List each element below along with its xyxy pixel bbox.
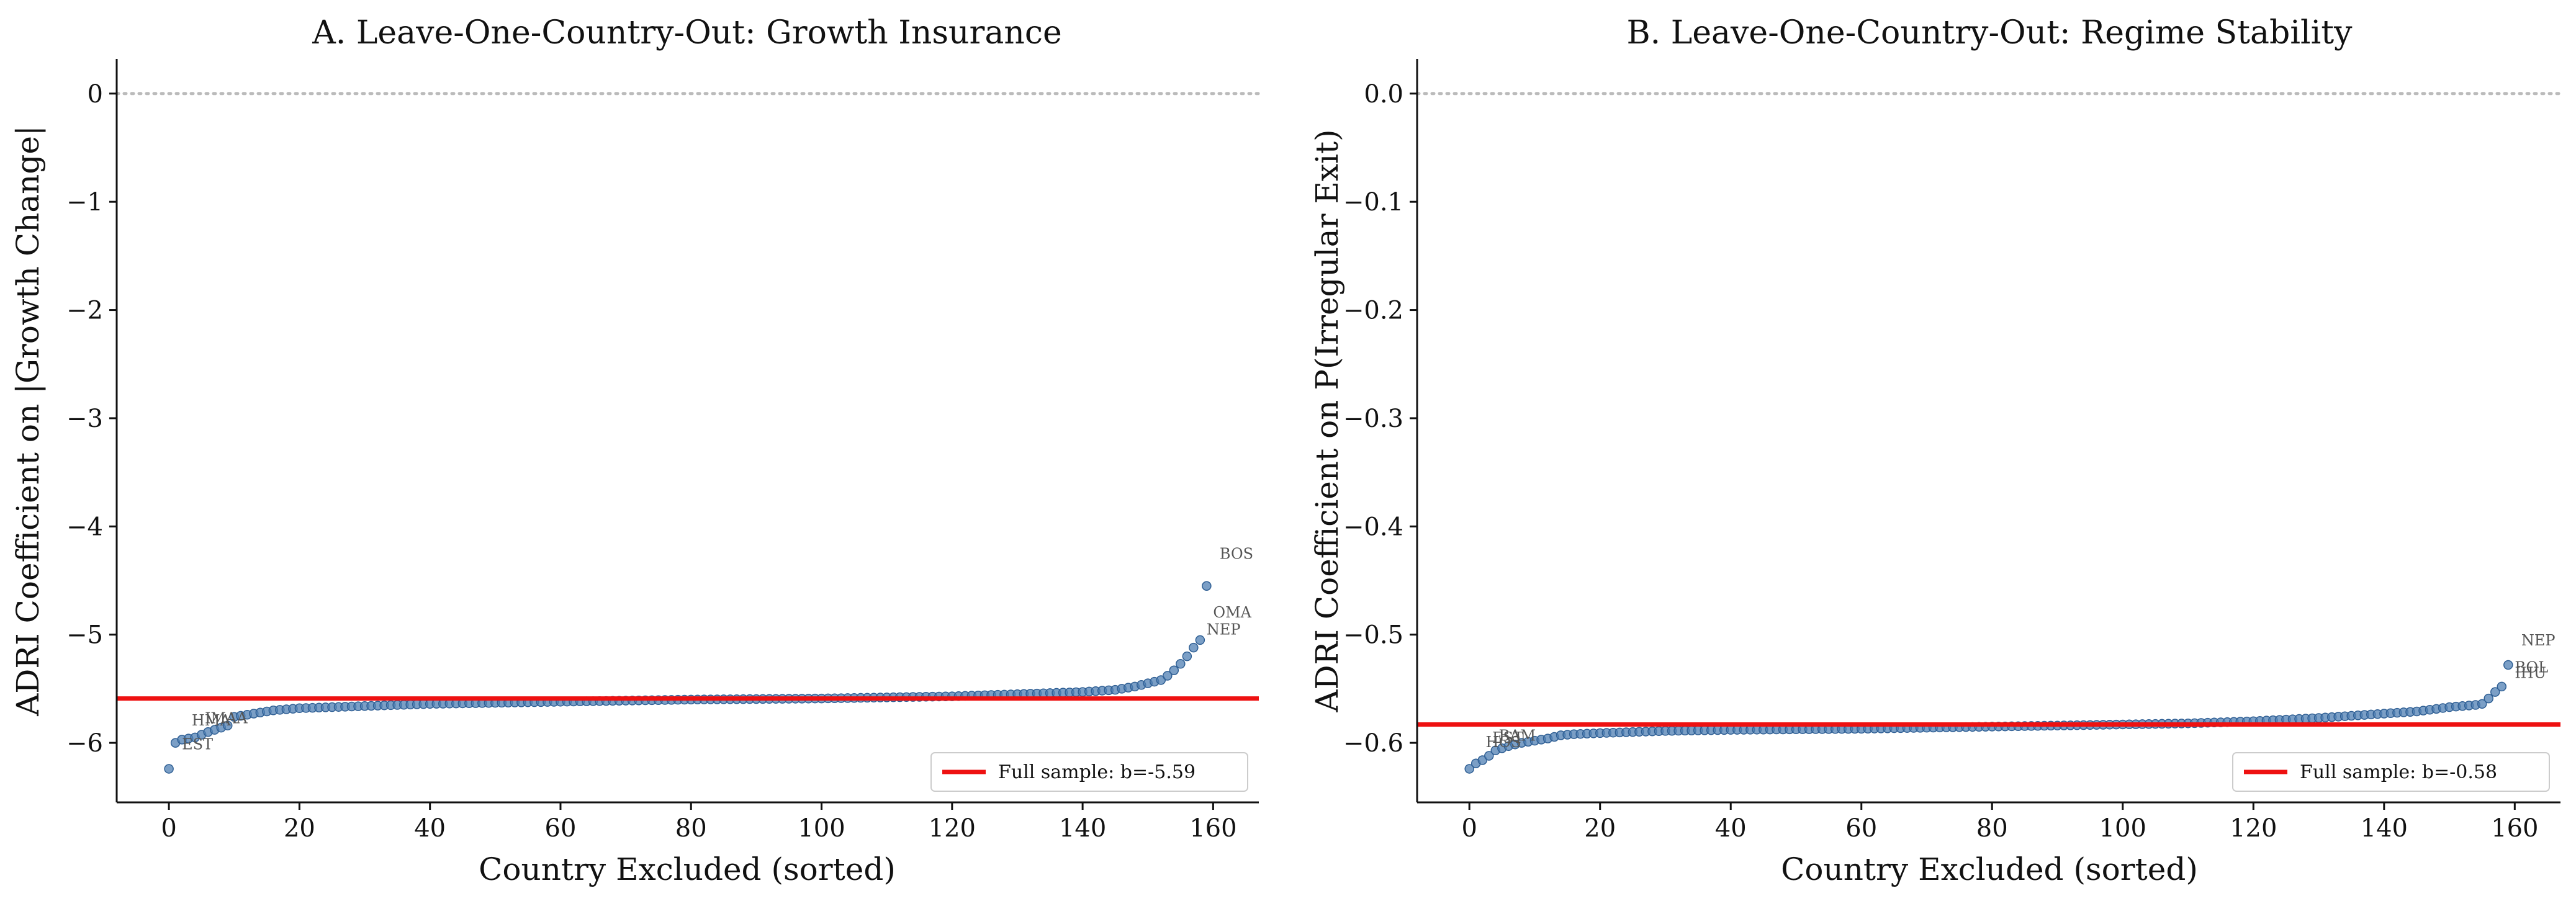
panel-a-y-tick-label: −5 bbox=[66, 621, 103, 650]
panel-a-x-tick-label: 80 bbox=[675, 814, 707, 843]
panel-b-x-tick-label: 20 bbox=[1584, 814, 1616, 843]
panel-b-legend-box bbox=[2232, 752, 2550, 792]
panel-a-legend-box bbox=[930, 752, 1248, 792]
panel-a-y-tick-label: −4 bbox=[66, 513, 103, 541]
panel-a-point bbox=[1169, 665, 1179, 676]
panel-b-annotation: BAM bbox=[1499, 727, 1536, 745]
panel-a-x-tick-label: 40 bbox=[414, 814, 446, 843]
panel-b-point bbox=[2497, 681, 2507, 692]
panel-a-ylabel: ADRI Coefficient on |Growth Change| bbox=[10, 125, 46, 717]
panel-a: A. Leave-One-Country-Out: Growth Insuran… bbox=[10, 14, 1261, 887]
panel-b-x-tick-label: 100 bbox=[2099, 814, 2146, 843]
panel-a-legend: Full sample: b=-5.59 bbox=[930, 752, 1248, 792]
panel-b-annotation: NEP bbox=[2521, 632, 2556, 649]
panel-a-point bbox=[1202, 581, 1212, 591]
panel-b-x-tick-label: 40 bbox=[1715, 814, 1747, 843]
panel-b-xlabel: Country Excluded (sorted) bbox=[1781, 851, 2198, 887]
panel-b-y-tick-label: 0.0 bbox=[1364, 80, 1403, 109]
panel-a-x-tick-label: 140 bbox=[1059, 814, 1106, 843]
panel-a-xlabel: Country Excluded (sorted) bbox=[479, 851, 896, 887]
panel-a-point bbox=[1176, 659, 1186, 669]
panel-a-annotation: NEP bbox=[1207, 621, 1241, 639]
panel-b-annotation: IHU bbox=[2515, 664, 2546, 681]
panel-a-point bbox=[1156, 675, 1166, 685]
panel-b-x-tick-label: 160 bbox=[2491, 814, 2538, 843]
panel-a-point bbox=[1195, 635, 1205, 645]
panel-a-legend-label: Full sample: b=-5.59 bbox=[998, 761, 1196, 783]
panel-a-x-tick-label: 20 bbox=[284, 814, 315, 843]
panel-b-annotation: BOL bbox=[2515, 659, 2548, 676]
panel-a-point bbox=[1163, 671, 1173, 681]
panel-a-y-tick-label: 0 bbox=[88, 80, 103, 109]
panel-b-point bbox=[2503, 660, 2513, 670]
panel-a-points bbox=[164, 581, 1212, 774]
panel-b-point bbox=[2484, 693, 2493, 704]
panel-b-x-tick-label: 60 bbox=[1845, 814, 1877, 843]
panel-b-x-tick-label: 0 bbox=[1461, 814, 1477, 843]
panel-b-y-tick-label: −0.6 bbox=[1343, 729, 1403, 758]
panel-b-annotation: EST bbox=[1492, 729, 1523, 747]
panel-b-point bbox=[1477, 755, 1488, 765]
panel-b-x-tick-label: 80 bbox=[1976, 814, 2008, 843]
panel-a-point bbox=[1189, 642, 1199, 653]
panel-a-y-tick-label: −2 bbox=[66, 297, 103, 325]
panel-b-point bbox=[1484, 751, 1494, 761]
panel-b-y-tick-label: −0.5 bbox=[1343, 621, 1403, 650]
panel-b-y-tick-label: −0.4 bbox=[1343, 513, 1403, 541]
panel-a-x-tick-label: 60 bbox=[545, 814, 577, 843]
panel-a-point bbox=[222, 720, 233, 730]
panel-b-x-tick-label: 140 bbox=[2361, 814, 2408, 843]
panel-a-annotation: EST bbox=[182, 736, 213, 753]
panel-a-x-tick-label: 0 bbox=[161, 814, 176, 843]
panel-b-point bbox=[2477, 699, 2487, 709]
panel-b: B. Leave-One-Country-Out: Regime Stabili… bbox=[1309, 14, 2562, 887]
panel-a-title: A. Leave-One-Country-Out: Growth Insuran… bbox=[312, 14, 1062, 52]
panel-b-y-tick-label: −0.2 bbox=[1343, 297, 1403, 325]
panel-b-point bbox=[1464, 764, 1474, 774]
panel-b-ylabel: ADRI Coefficient on P(Irregular Exit) bbox=[1309, 129, 1345, 712]
panel-a-x-tick-label: 120 bbox=[929, 814, 976, 843]
panel-b-legend: Full sample: b=-0.58 bbox=[2232, 752, 2550, 792]
panel-a-annotation: IMAA bbox=[205, 710, 248, 727]
panel-a-x-tick-label: 100 bbox=[798, 814, 845, 843]
panel-a-y-tick-label: −3 bbox=[66, 405, 103, 433]
panel-b-annotation: HOS bbox=[1486, 733, 1521, 751]
panel-a-point bbox=[164, 764, 174, 774]
panel-b-y-tick-label: −0.3 bbox=[1343, 405, 1403, 433]
panel-a-annotation: BOS bbox=[1220, 545, 1253, 563]
panel-b-title: B. Leave-One-Country-Out: Regime Stabili… bbox=[1626, 14, 2353, 52]
panel-a-y-tick-label: −6 bbox=[66, 729, 103, 758]
panel-b-y-tick-label: −0.1 bbox=[1343, 188, 1403, 217]
panel-b-point bbox=[2490, 687, 2500, 697]
panel-a-point bbox=[1182, 651, 1192, 662]
panel-a-x-tick-label: 160 bbox=[1189, 814, 1236, 843]
panel-a-y-tick-label: −1 bbox=[66, 188, 103, 217]
panel-b-x-tick-label: 120 bbox=[2230, 814, 2277, 843]
panel-a-annotation: HMA bbox=[192, 712, 232, 729]
panel-a-annotation: OMA bbox=[1213, 604, 1251, 621]
panel-b-legend-label: Full sample: b=-0.58 bbox=[2300, 761, 2497, 783]
